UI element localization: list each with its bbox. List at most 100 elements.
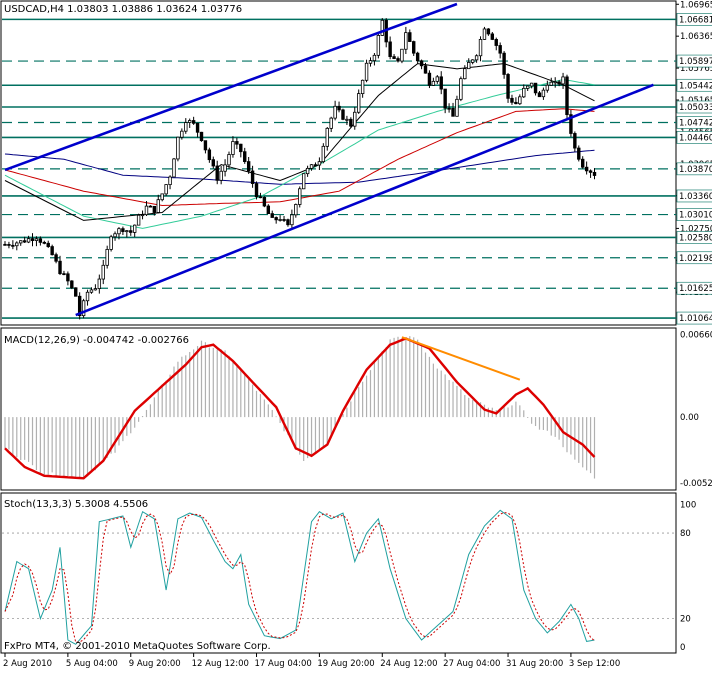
candle-body: [376, 35, 381, 56]
candle-body: [439, 76, 443, 90]
candle-body: [274, 217, 278, 221]
time-axis-label: 24 Aug 12:00: [380, 659, 437, 669]
candle-body: [148, 205, 153, 208]
candle-body: [443, 88, 447, 109]
candle-body: [305, 167, 310, 175]
macd-signal-line: [4, 337, 596, 480]
macd-title: MACD(12,26,9) -0.004742 -0.002766: [4, 335, 189, 346]
candle-body: [195, 122, 200, 133]
candle-body: [557, 81, 561, 85]
candle-body: [223, 164, 227, 172]
candle-body: [266, 205, 271, 215]
candle-body: [341, 109, 345, 120]
candle-body: [129, 230, 133, 233]
candle-body: [38, 238, 43, 243]
price-axis-tick: 1.05765: [680, 64, 712, 74]
candle-body: [74, 287, 78, 297]
macd-chart: 0.00660 0.00 -0.00528: [4, 331, 712, 489]
candle-body: [478, 39, 483, 57]
candle-body: [502, 52, 506, 75]
level-label: 1.05442: [679, 81, 712, 91]
candle-body: [81, 300, 86, 317]
candle-body: [545, 84, 550, 91]
level-tag: [676, 189, 712, 203]
candle-body: [211, 159, 215, 167]
candle-body: [215, 165, 219, 181]
candle-body: [325, 127, 329, 147]
time-axis-label: 27 Aug 04:00: [443, 659, 500, 669]
candle-body: [427, 72, 432, 86]
candle-body: [467, 61, 471, 70]
candle-body: [164, 184, 168, 195]
level-tag: [676, 116, 712, 129]
stoch-chart: 100 80 20 0 2 Aug 2010 5 Aug 04:00 9 Aug 20:00…: [2, 501, 696, 669]
candle-body: [353, 111, 357, 127]
candle-body: [514, 101, 518, 105]
candle-body: [474, 55, 479, 61]
candle-body: [30, 238, 35, 241]
candle-body: [117, 228, 121, 235]
time-axis-label: 31 Aug 20:00: [506, 659, 563, 669]
candle-body: [89, 289, 94, 293]
macd-panel-frame: [0, 327, 677, 491]
candle-body: [522, 87, 526, 98]
candle-body: [26, 238, 31, 243]
candle-body: [317, 161, 322, 166]
candle-body: [584, 166, 589, 172]
candle-body: [404, 32, 408, 50]
candle-body: [494, 39, 498, 46]
candle-body: [349, 118, 353, 127]
candle-body: [219, 170, 223, 181]
stoch-signal-line: [4, 511, 595, 643]
macd-axis-tick: 0.00660: [680, 331, 712, 341]
candle-body: [360, 79, 365, 95]
candle-body: [298, 188, 302, 205]
candle-body: [463, 68, 467, 80]
candle-body: [121, 228, 125, 232]
candle-body: [184, 122, 188, 132]
candle-body: [345, 118, 349, 121]
candle-body: [529, 82, 534, 87]
candle-body: [42, 241, 46, 244]
candle-body: [459, 78, 463, 100]
candle-body: [408, 32, 412, 42]
candle-body: [518, 96, 522, 105]
candle-body: [19, 240, 23, 244]
candle-body: [419, 60, 424, 67]
candle-body: [470, 59, 475, 63]
candle-body: [191, 120, 196, 124]
channel-upper-line: [4, 2, 458, 172]
candle-body: [227, 154, 231, 166]
candle-body: [537, 92, 542, 98]
level-label: 1.02198: [679, 254, 712, 264]
candle-body: [207, 149, 212, 161]
candle-body: [412, 41, 416, 54]
candle-body: [573, 133, 577, 149]
stoch-panel-frame: [0, 492, 677, 654]
candle-body: [290, 214, 294, 226]
level-label: 1.04460: [679, 133, 712, 143]
candle-body: [144, 205, 149, 216]
level-label: 1.03360: [679, 192, 712, 202]
candle-body: [388, 41, 392, 58]
ma-green-line: [4, 78, 595, 229]
candle-body: [498, 45, 502, 54]
candle-body: [262, 196, 267, 207]
stoch-axis-tick: 80: [680, 529, 691, 539]
candle-body: [396, 58, 400, 62]
level-label: 1.04742: [679, 118, 712, 128]
candle-body: [278, 219, 282, 221]
candle-body: [581, 158, 585, 168]
candle-body: [136, 214, 141, 226]
candle-body: [152, 205, 157, 213]
level-label: 1.05897: [679, 57, 712, 67]
candle-body: [254, 183, 259, 198]
macd-axis-tick: 0.00: [680, 413, 699, 423]
level-label: 1.03010: [679, 211, 712, 221]
candle-body: [101, 264, 105, 280]
level-label: 1.02580: [679, 233, 712, 243]
candle-body: [54, 254, 58, 262]
stoch-title: Stoch(13,3,3) 5.3008 4.5506: [4, 499, 148, 510]
candle-body: [486, 28, 491, 35]
price-panel-frame: [0, 0, 677, 326]
